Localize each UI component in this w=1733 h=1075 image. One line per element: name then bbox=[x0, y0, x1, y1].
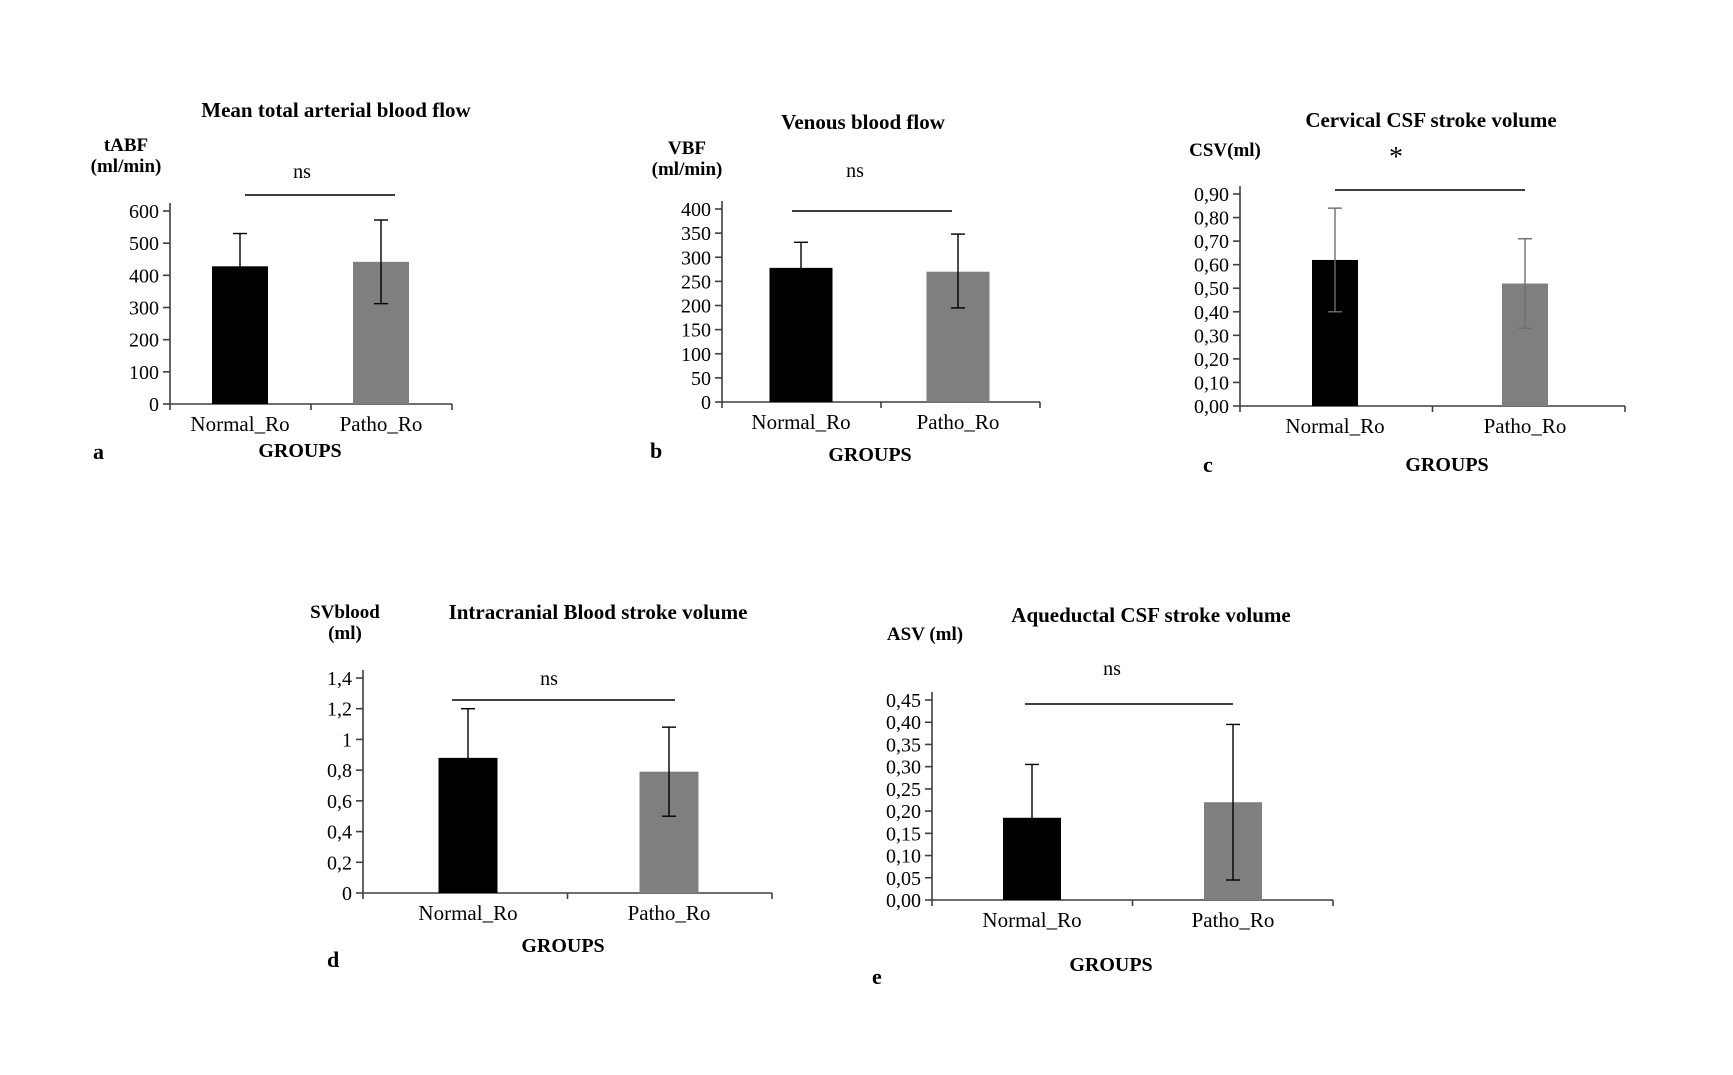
category-label: Normal_Ro bbox=[418, 901, 517, 925]
category-label: Normal_Ro bbox=[190, 412, 289, 436]
y-tick-label: 400 bbox=[129, 265, 159, 287]
category-label: Patho_Ro bbox=[628, 901, 711, 925]
y-tick-label: 0 bbox=[342, 883, 352, 905]
significance-label: * bbox=[1389, 142, 1403, 173]
category-label: Normal_Ro bbox=[982, 908, 1081, 932]
panel-letter: b bbox=[650, 438, 663, 463]
y-tick-label: 0,10 bbox=[1194, 372, 1229, 394]
panel-letter: e bbox=[872, 964, 882, 989]
y-tick-label: 0 bbox=[149, 394, 159, 416]
panel-letter: a bbox=[93, 439, 104, 464]
y-axis-label-line1: tABF bbox=[103, 135, 149, 156]
y-tick-label: 400 bbox=[681, 199, 711, 221]
y-tick-label: 0,90 bbox=[1194, 184, 1229, 206]
significance-label: ns bbox=[846, 160, 864, 182]
y-axis-label-line2: (ml/min) bbox=[651, 159, 723, 180]
bar-chart-a: 0 100 200 300 400 500 600 Normal_Ro Patho_Ro bbox=[129, 194, 453, 436]
category-label: Patho_Ro bbox=[917, 410, 1000, 434]
y-tick-label: 0,2 bbox=[327, 852, 352, 874]
chart-title: Intracranial Blood stroke volume bbox=[448, 600, 748, 624]
category-label: Patho_Ro bbox=[1484, 414, 1567, 438]
y-tick-label: 0,25 bbox=[886, 779, 921, 801]
y-tick-label: 0,20 bbox=[886, 801, 921, 823]
y-tick-label: 0,50 bbox=[1194, 278, 1229, 300]
y-tick-label: 0,8 bbox=[327, 760, 352, 782]
x-axis-label: GROUPS bbox=[258, 440, 342, 462]
y-tick-label: 0,4 bbox=[327, 822, 352, 844]
y-axis-label-line1: VBF bbox=[668, 138, 706, 159]
y-tick-label: 350 bbox=[681, 223, 711, 245]
y-tick-label: 300 bbox=[129, 298, 159, 320]
y-tick-label: 100 bbox=[129, 362, 159, 384]
y-tick-label: 1 bbox=[342, 729, 352, 751]
panel-b: 0 50 100 150 200 250 300 350 400 Normal_Ro Patho_R… bbox=[570, 90, 1050, 485]
y-tick-label: 0,05 bbox=[886, 868, 921, 890]
x-axis-label: GROUPS bbox=[521, 935, 605, 957]
y-tick-label: 1,4 bbox=[327, 668, 352, 690]
panel-letter: c bbox=[1203, 452, 1213, 477]
y-axis-label-line1: ASV (ml) bbox=[886, 624, 964, 645]
y-tick-label: 0,20 bbox=[1194, 349, 1229, 371]
y-tick-label: 200 bbox=[681, 296, 711, 318]
y-axis-label: SVblood (ml) bbox=[290, 602, 400, 644]
y-axis-label: CSV(ml) bbox=[1165, 140, 1285, 161]
panel-c: 0,00 0,10 0,20 0,30 0,40 0,50 0,60 0,70 0,80 0,90… bbox=[1090, 90, 1670, 490]
y-tick-label: 0 bbox=[701, 392, 711, 414]
y-axis-label: VBF (ml/min) bbox=[627, 138, 747, 180]
bar-chart-d: 0 0,2 0,4 0,6 0,8 1 1,2 1,4 Normal_Ro Patho_Ro bbox=[327, 668, 773, 925]
y-tick-label: 1,2 bbox=[327, 699, 352, 721]
chart-title: Aqueductal CSF stroke volume bbox=[1011, 603, 1291, 627]
panel-a: 0 100 200 300 400 500 600 Normal_Ro Patho_Ro Mea… bbox=[60, 85, 500, 480]
y-tick-label: 0,35 bbox=[886, 734, 921, 756]
bar-chart-c: 0,000,100,200,300,400,500,600,700,800,90… bbox=[1194, 184, 1626, 438]
category-label: Normal_Ro bbox=[751, 410, 850, 434]
y-tick-label: 200 bbox=[129, 330, 159, 352]
y-tick-label: 0,00 bbox=[1194, 396, 1229, 418]
y-axis-label: tABF (ml/min) bbox=[66, 135, 186, 177]
panel-e: 0,00 0,05 0,10 0,15 0,20 0,25 0,30 0,35 0,40 0,45… bbox=[860, 600, 1405, 1005]
y-tick-label: 0,80 bbox=[1194, 208, 1229, 230]
y-tick-label: 250 bbox=[681, 271, 711, 293]
y-tick-label: 0,00 bbox=[886, 890, 921, 912]
y-tick-label: 300 bbox=[681, 247, 711, 269]
y-axis-label: ASV (ml) bbox=[860, 624, 990, 645]
chart-title: Cervical CSF stroke volume bbox=[1305, 108, 1557, 132]
y-axis-label-line2: (ml) bbox=[328, 623, 362, 644]
y-tick-label: 150 bbox=[681, 320, 711, 342]
y-tick-label: 0,30 bbox=[886, 757, 921, 779]
x-axis-label: GROUPS bbox=[1069, 954, 1153, 976]
y-tick-label: 0,70 bbox=[1194, 231, 1229, 253]
category-label: Normal_Ro bbox=[1285, 414, 1384, 438]
significance-label: ns bbox=[293, 161, 311, 183]
y-tick-label: 50 bbox=[691, 368, 711, 390]
x-axis-label: GROUPS bbox=[828, 444, 912, 466]
y-axis-label-line2: (ml/min) bbox=[90, 156, 162, 177]
y-tick-label: 500 bbox=[129, 233, 159, 255]
significance-label: ns bbox=[540, 668, 558, 690]
bar-chart-e: 0,000,050,100,150,200,250,300,350,400,45… bbox=[886, 690, 1334, 932]
panel-d: 0 0,2 0,4 0,6 0,8 1 1,2 1,4 Normal_Ro Patho_Ro In… bbox=[290, 595, 800, 1000]
y-tick-label: 0,15 bbox=[886, 823, 921, 845]
y-tick-label: 0,40 bbox=[886, 712, 921, 734]
chart-title: Venous blood flow bbox=[781, 110, 945, 134]
panel-letter: d bbox=[327, 947, 340, 972]
y-tick-label: 0,60 bbox=[1194, 255, 1229, 277]
category-label: Patho_Ro bbox=[340, 412, 423, 436]
category-label: Patho_Ro bbox=[1192, 908, 1275, 932]
chart-title: Mean total arterial blood flow bbox=[201, 98, 471, 122]
y-tick-label: 0,45 bbox=[886, 690, 921, 712]
significance-label: ns bbox=[1103, 658, 1121, 680]
y-tick-label: 0,10 bbox=[886, 846, 921, 868]
x-axis-label: GROUPS bbox=[1405, 454, 1489, 476]
y-tick-label: 600 bbox=[129, 201, 159, 223]
y-tick-label: 0,30 bbox=[1194, 325, 1229, 347]
y-tick-label: 0,6 bbox=[327, 791, 352, 813]
y-axis-label-line1: CSV(ml) bbox=[1189, 140, 1261, 161]
y-tick-label: 0,40 bbox=[1194, 302, 1229, 324]
y-axis-label-line1: SVblood bbox=[310, 602, 380, 623]
y-tick-label: 100 bbox=[681, 344, 711, 366]
